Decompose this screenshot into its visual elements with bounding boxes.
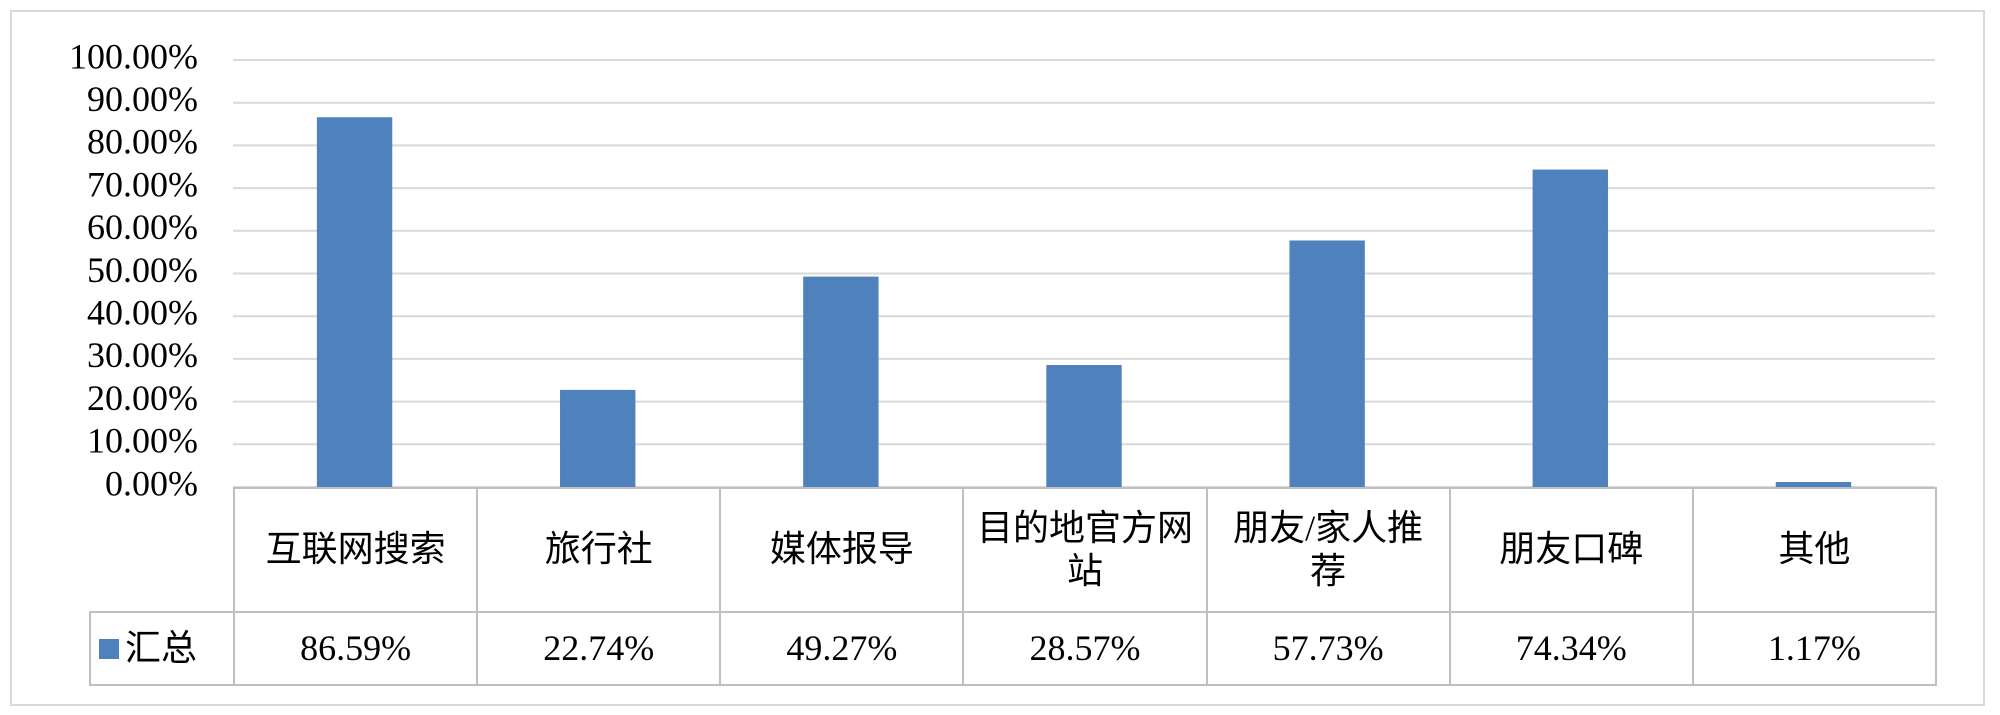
y-tick-label: 10.00% <box>87 421 198 461</box>
y-tick-label: 80.00% <box>87 122 198 162</box>
y-tick-label: 60.00% <box>87 207 198 247</box>
y-tick-label: 20.00% <box>87 378 198 418</box>
chart-frame <box>10 10 1985 706</box>
value-label: 49.27% <box>719 611 965 686</box>
y-tick-label: 40.00% <box>87 292 198 332</box>
category-label: 其他 <box>1691 487 1937 613</box>
category-label: 互联网搜索 <box>233 487 479 613</box>
category-label: 旅行社 <box>476 487 722 613</box>
y-tick-label: 90.00% <box>87 79 198 119</box>
value-label: 28.57% <box>962 611 1208 686</box>
bar <box>316 117 393 488</box>
bar <box>1289 240 1365 487</box>
value-label: 1.17% <box>1691 611 1937 686</box>
bar <box>560 389 636 487</box>
bar <box>803 276 879 487</box>
category-label: 朋友口碑 <box>1448 487 1694 613</box>
y-tick-label: 70.00% <box>87 164 198 204</box>
category-label: 媒体报导 <box>719 487 965 613</box>
bar <box>1775 482 1852 487</box>
legend-label: 汇总 <box>125 627 198 668</box>
legend-cell: 汇总 <box>89 611 235 686</box>
value-label: 74.34% <box>1448 611 1694 686</box>
value-label: 22.74% <box>476 611 722 686</box>
category-label: 朋友/家人推荐 <box>1205 487 1451 613</box>
bar <box>1532 169 1608 487</box>
y-tick-label: 0.00% <box>105 463 198 503</box>
category-label: 目的地官方网站 <box>962 487 1208 613</box>
y-tick-label: 50.00% <box>87 250 198 290</box>
value-label: 57.73% <box>1205 611 1451 686</box>
y-tick-label: 100.00% <box>69 36 198 76</box>
legend-swatch <box>99 638 119 659</box>
bar <box>1046 365 1122 487</box>
value-label: 86.59% <box>233 611 479 686</box>
y-tick-label: 30.00% <box>87 335 198 375</box>
